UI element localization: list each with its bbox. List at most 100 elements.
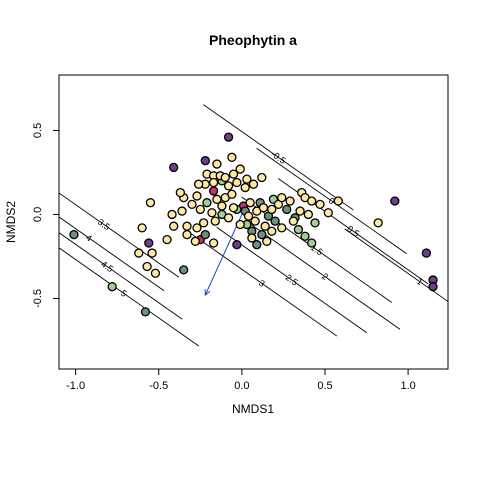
data-point bbox=[421, 248, 432, 258]
data-point bbox=[252, 240, 262, 250]
data-point bbox=[242, 174, 252, 184]
data-point bbox=[200, 229, 210, 240]
contour-label: 5 bbox=[119, 288, 129, 299]
contour-label: 3.5 bbox=[96, 217, 112, 232]
data-point bbox=[428, 282, 438, 292]
data-point bbox=[150, 268, 161, 278]
contour-line bbox=[203, 104, 354, 211]
data-point bbox=[134, 248, 144, 258]
data-point bbox=[260, 221, 270, 231]
data-point bbox=[182, 221, 192, 231]
data-point bbox=[285, 196, 295, 206]
data-point bbox=[323, 208, 333, 218]
y-tick-label: 0.5 bbox=[32, 123, 44, 138]
data-point bbox=[142, 261, 152, 272]
y-axis-label: NMDS2 bbox=[4, 201, 18, 243]
data-point bbox=[333, 196, 343, 206]
data-point bbox=[210, 216, 220, 226]
data-point bbox=[167, 209, 177, 220]
data-point bbox=[192, 191, 202, 201]
data-point bbox=[195, 204, 205, 215]
data-point bbox=[223, 213, 234, 223]
data-point bbox=[227, 152, 237, 162]
data-point bbox=[235, 219, 245, 230]
data-point bbox=[169, 162, 179, 173]
data-point bbox=[212, 159, 222, 169]
data-point bbox=[169, 221, 179, 231]
data-point bbox=[223, 181, 234, 191]
contour-label: 3 bbox=[257, 278, 267, 289]
data-point bbox=[228, 169, 239, 179]
data-point bbox=[175, 187, 186, 198]
contour-line bbox=[59, 192, 180, 278]
data-point bbox=[137, 223, 147, 233]
arrow-shaft bbox=[204, 214, 243, 296]
data-point bbox=[315, 199, 325, 210]
data-point bbox=[257, 229, 267, 240]
data-point bbox=[162, 234, 172, 245]
data-point bbox=[223, 132, 234, 142]
contour-label: 2 bbox=[320, 271, 330, 282]
data-point bbox=[295, 206, 305, 216]
data-point bbox=[307, 196, 317, 206]
data-point bbox=[267, 226, 277, 236]
data-point bbox=[277, 223, 287, 233]
x-tick-label: 0.5 bbox=[317, 380, 332, 392]
data-point bbox=[240, 182, 250, 193]
data-point bbox=[145, 198, 156, 208]
x-tick-label: -0.5 bbox=[149, 380, 168, 392]
data-point bbox=[192, 223, 202, 233]
data-point bbox=[232, 240, 242, 250]
x-tick-label: 1.0 bbox=[400, 380, 415, 392]
data-point bbox=[293, 224, 304, 235]
data-point bbox=[228, 203, 239, 213]
data-point bbox=[257, 172, 267, 183]
y-tick-label: 0.0 bbox=[32, 207, 44, 222]
data-point bbox=[282, 204, 292, 215]
data-point bbox=[177, 206, 187, 216]
data-point bbox=[144, 238, 154, 248]
contour-label: 1 bbox=[415, 276, 425, 287]
contour-label: 0.5 bbox=[345, 224, 361, 239]
x-axis-label: NMDS1 bbox=[232, 402, 274, 416]
data-point bbox=[190, 236, 200, 246]
contour-line bbox=[59, 216, 165, 292]
data-point bbox=[187, 199, 197, 210]
contour-line bbox=[186, 230, 338, 337]
gradient-arrow bbox=[204, 214, 243, 297]
data-point bbox=[208, 186, 219, 196]
data-point bbox=[373, 218, 383, 228]
data-point bbox=[390, 196, 400, 206]
y-tick-label: -0.5 bbox=[32, 289, 44, 308]
data-point bbox=[235, 164, 245, 174]
data-point bbox=[208, 238, 219, 248]
x-axis: -1.0 -0.5 0.0 0.5 1.0 bbox=[66, 368, 416, 392]
contour-line bbox=[256, 147, 407, 255]
y-axis: -0.5 0.0 0.5 bbox=[32, 123, 60, 308]
data-points bbox=[69, 132, 438, 317]
contour-label: 0 bbox=[327, 195, 337, 206]
contour-label: -0.5 bbox=[269, 149, 287, 166]
data-point bbox=[193, 179, 204, 189]
x-tick-label: -1.0 bbox=[66, 380, 85, 392]
data-point bbox=[208, 177, 219, 188]
data-point bbox=[303, 209, 314, 220]
contour-line bbox=[249, 223, 401, 330]
data-point bbox=[232, 177, 242, 188]
contour-label: 2.5 bbox=[284, 272, 300, 287]
data-point bbox=[147, 248, 157, 258]
contour-label: 4 bbox=[84, 232, 94, 243]
data-point bbox=[227, 189, 237, 199]
x-tick-label: 0.0 bbox=[234, 380, 249, 392]
data-point bbox=[267, 204, 277, 215]
data-point bbox=[198, 218, 209, 228]
data-point bbox=[250, 216, 260, 226]
data-point bbox=[262, 236, 272, 246]
arrow-head bbox=[204, 289, 211, 297]
contour-line bbox=[59, 232, 183, 320]
data-point bbox=[300, 231, 310, 241]
contour-line bbox=[344, 228, 448, 303]
data-point bbox=[182, 229, 192, 240]
